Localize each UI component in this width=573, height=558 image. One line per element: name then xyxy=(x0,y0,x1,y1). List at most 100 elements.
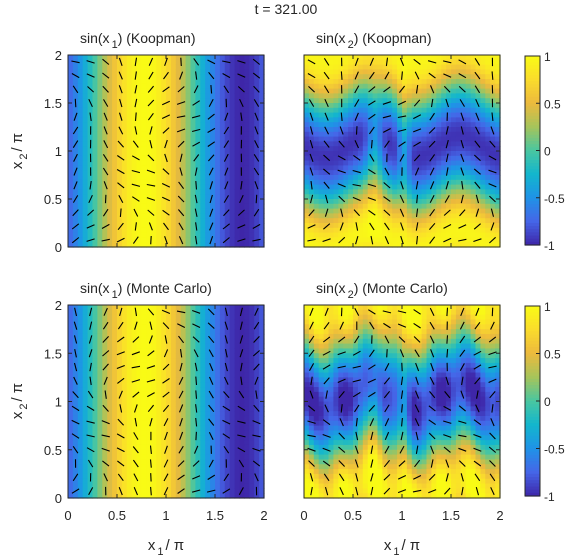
heatmap-cell xyxy=(136,83,143,90)
heatmap-cell xyxy=(229,194,236,200)
heatmap-cell xyxy=(431,175,437,181)
heatmap-cell xyxy=(166,382,172,388)
heatmap-cell xyxy=(328,64,334,70)
heatmap-cell xyxy=(195,333,201,340)
heatmap-cell xyxy=(460,155,467,162)
heatmap-cell xyxy=(136,333,143,340)
heatmap-cell xyxy=(121,459,128,465)
heatmap-cell xyxy=(323,165,330,171)
heatmap-cell xyxy=(87,305,94,311)
heatmap-cell xyxy=(136,406,143,412)
heatmap-cell xyxy=(431,194,437,200)
heatmap-cell xyxy=(455,203,462,210)
heatmap-cell xyxy=(97,305,103,311)
vector-segment xyxy=(131,169,141,174)
heatmap-cell xyxy=(87,483,94,489)
heatmap-cell xyxy=(441,79,447,85)
heatmap-cell xyxy=(107,112,113,118)
heatmap-cell xyxy=(259,189,265,195)
heatmap-cell xyxy=(421,165,428,171)
heatmap-cell xyxy=(136,488,143,494)
heatmap-cell xyxy=(215,444,221,451)
heatmap-cell xyxy=(141,391,147,398)
heatmap-cell xyxy=(372,141,379,147)
heatmap-cell xyxy=(195,170,201,176)
heatmap-cell xyxy=(97,469,103,475)
heatmap-cell xyxy=(121,74,128,80)
heatmap-cell xyxy=(175,74,182,80)
heatmap-cell xyxy=(156,396,162,403)
vector-segment xyxy=(86,224,95,229)
heatmap-cell xyxy=(406,237,413,243)
heatmap-cell xyxy=(131,473,138,480)
heatmap-cell xyxy=(402,175,408,181)
heatmap-cell xyxy=(362,122,369,128)
heatmap-cell xyxy=(77,103,84,109)
heatmap-cell xyxy=(112,88,118,94)
vector-segment xyxy=(474,85,481,94)
heatmap-cell xyxy=(146,237,152,243)
heatmap-cell xyxy=(180,391,187,398)
heatmap-cell xyxy=(436,146,442,152)
vector-segment xyxy=(102,85,109,93)
heatmap-cell xyxy=(210,493,216,499)
heatmap-cell xyxy=(126,117,133,123)
heatmap-cell xyxy=(72,55,79,61)
heatmap-cell xyxy=(411,155,418,162)
heatmap-cell xyxy=(436,184,442,190)
heatmap-cell xyxy=(323,83,330,90)
heatmap-cell xyxy=(195,362,201,369)
heatmap-cell xyxy=(170,324,177,330)
heatmap-cell xyxy=(215,387,221,393)
heatmap-cell xyxy=(343,136,349,142)
heatmap-cell xyxy=(446,199,452,205)
vector-segment xyxy=(208,167,214,176)
heatmap-cell xyxy=(392,88,398,94)
heatmap-cell xyxy=(362,242,369,248)
vector-segment xyxy=(223,195,229,203)
heatmap-cell xyxy=(215,194,221,200)
heatmap-cell xyxy=(151,372,157,378)
heatmap-cell xyxy=(117,444,123,451)
heatmap-cell xyxy=(146,382,152,388)
heatmap-cell xyxy=(92,117,98,123)
heatmap-cell xyxy=(102,165,108,171)
heatmap-cell xyxy=(397,107,403,114)
vector-segment xyxy=(382,128,391,133)
heatmap-cell xyxy=(259,155,265,162)
heatmap-cell xyxy=(495,59,501,66)
heatmap-cell xyxy=(185,218,192,224)
heatmap-cell xyxy=(68,382,74,388)
heatmap-cell xyxy=(205,131,211,138)
heatmap-cell xyxy=(117,165,123,171)
heatmap-cell xyxy=(357,146,364,152)
heatmap-cell xyxy=(436,74,442,80)
heatmap-cell xyxy=(205,127,211,133)
heatmap-cell xyxy=(126,218,133,224)
heatmap-cell xyxy=(180,151,187,157)
heatmap-cell xyxy=(131,88,138,94)
heatmap-cell xyxy=(229,367,236,374)
heatmap-cell xyxy=(480,127,486,133)
heatmap-cell xyxy=(318,151,325,157)
heatmap-cell xyxy=(465,122,472,128)
heatmap-cell xyxy=(170,493,177,499)
heatmap-cell xyxy=(97,208,103,214)
heatmap-cell xyxy=(82,459,89,465)
heatmap-cell xyxy=(234,141,241,147)
heatmap-cell xyxy=(318,242,325,248)
heatmap-cell xyxy=(460,98,467,104)
y-tick-label: 2 xyxy=(55,48,62,63)
heatmap-cell xyxy=(72,203,79,210)
heatmap-cell xyxy=(102,367,108,374)
heatmap-cell xyxy=(195,348,201,354)
heatmap-cell xyxy=(141,464,147,470)
heatmap-cell xyxy=(107,160,113,166)
vector-segment xyxy=(254,126,259,135)
vector-segment xyxy=(353,154,361,161)
heatmap-cell xyxy=(146,449,152,456)
heatmap-cell xyxy=(136,194,143,200)
heatmap-cell xyxy=(328,136,334,142)
heatmap-cell xyxy=(210,469,216,475)
heatmap-cell xyxy=(166,227,172,234)
